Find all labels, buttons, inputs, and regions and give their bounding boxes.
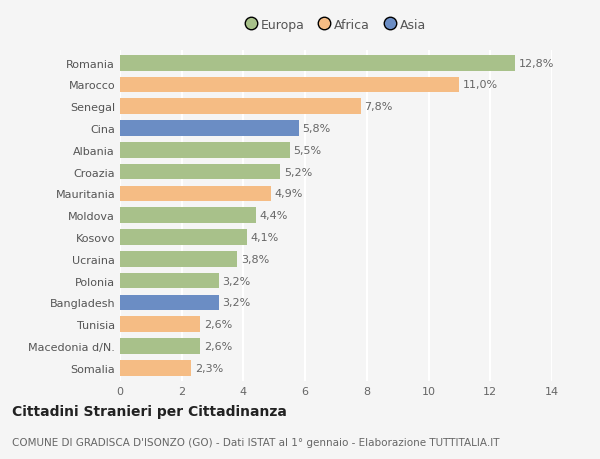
Text: 5,5%: 5,5% (293, 146, 322, 156)
Bar (120, 56, 515, 71)
Text: 2,6%: 2,6% (204, 319, 232, 330)
Text: 12,8%: 12,8% (518, 59, 554, 68)
Bar (120, 186, 271, 202)
Text: 4,1%: 4,1% (250, 232, 278, 242)
Bar (120, 338, 200, 354)
Text: Cittadini Stranieri per Cittadinanza: Cittadini Stranieri per Cittadinanza (12, 404, 287, 419)
Bar (120, 360, 191, 376)
Bar (120, 143, 290, 158)
Bar (120, 164, 280, 180)
Bar (120, 99, 361, 115)
Bar (120, 230, 247, 245)
Bar (120, 208, 256, 224)
Bar (120, 317, 200, 332)
Text: 3,2%: 3,2% (223, 298, 251, 308)
Bar (120, 295, 219, 311)
Text: 4,4%: 4,4% (259, 211, 288, 221)
Text: 7,8%: 7,8% (364, 102, 393, 112)
Text: 3,2%: 3,2% (223, 276, 251, 286)
Text: 2,3%: 2,3% (194, 363, 223, 373)
Bar (120, 252, 237, 267)
Text: 5,2%: 5,2% (284, 167, 313, 177)
Bar (120, 78, 460, 93)
Text: 3,8%: 3,8% (241, 254, 269, 264)
Bar (120, 273, 219, 289)
Text: COMUNE DI GRADISCA D'ISONZO (GO) - Dati ISTAT al 1° gennaio - Elaborazione TUTTI: COMUNE DI GRADISCA D'ISONZO (GO) - Dati … (12, 437, 499, 447)
Text: 5,8%: 5,8% (302, 124, 331, 134)
Text: 2,6%: 2,6% (204, 341, 232, 351)
Bar (120, 121, 299, 137)
Text: 11,0%: 11,0% (463, 80, 498, 90)
Text: 4,9%: 4,9% (275, 189, 303, 199)
Legend: Europa, Africa, Asia: Europa, Africa, Asia (241, 14, 431, 37)
